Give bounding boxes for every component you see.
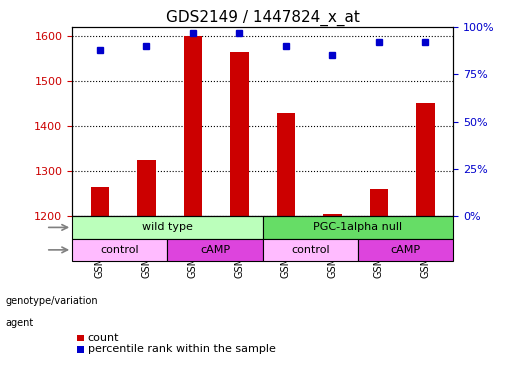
- Text: cAMP: cAMP: [200, 245, 230, 255]
- Text: control: control: [291, 245, 330, 255]
- Text: PGC-1alpha null: PGC-1alpha null: [313, 222, 403, 232]
- Bar: [137, 160, 156, 216]
- Text: count: count: [88, 333, 119, 343]
- Bar: [167, 238, 263, 261]
- Bar: [263, 238, 358, 261]
- Bar: [230, 52, 249, 216]
- Text: cAMP: cAMP: [390, 245, 421, 255]
- Bar: [263, 216, 453, 238]
- Bar: [358, 238, 453, 261]
- Text: agent: agent: [5, 318, 33, 328]
- Bar: [72, 216, 263, 238]
- Text: wild type: wild type: [142, 222, 193, 232]
- Bar: [323, 214, 341, 216]
- Title: GDS2149 / 1447824_x_at: GDS2149 / 1447824_x_at: [166, 9, 359, 25]
- Bar: [91, 187, 109, 216]
- Bar: [416, 104, 435, 216]
- Text: percentile rank within the sample: percentile rank within the sample: [88, 344, 276, 354]
- Bar: [370, 189, 388, 216]
- Text: control: control: [100, 245, 139, 255]
- Text: genotype/variation: genotype/variation: [5, 296, 98, 306]
- Bar: [277, 113, 295, 216]
- Bar: [72, 238, 167, 261]
- Bar: [184, 36, 202, 216]
